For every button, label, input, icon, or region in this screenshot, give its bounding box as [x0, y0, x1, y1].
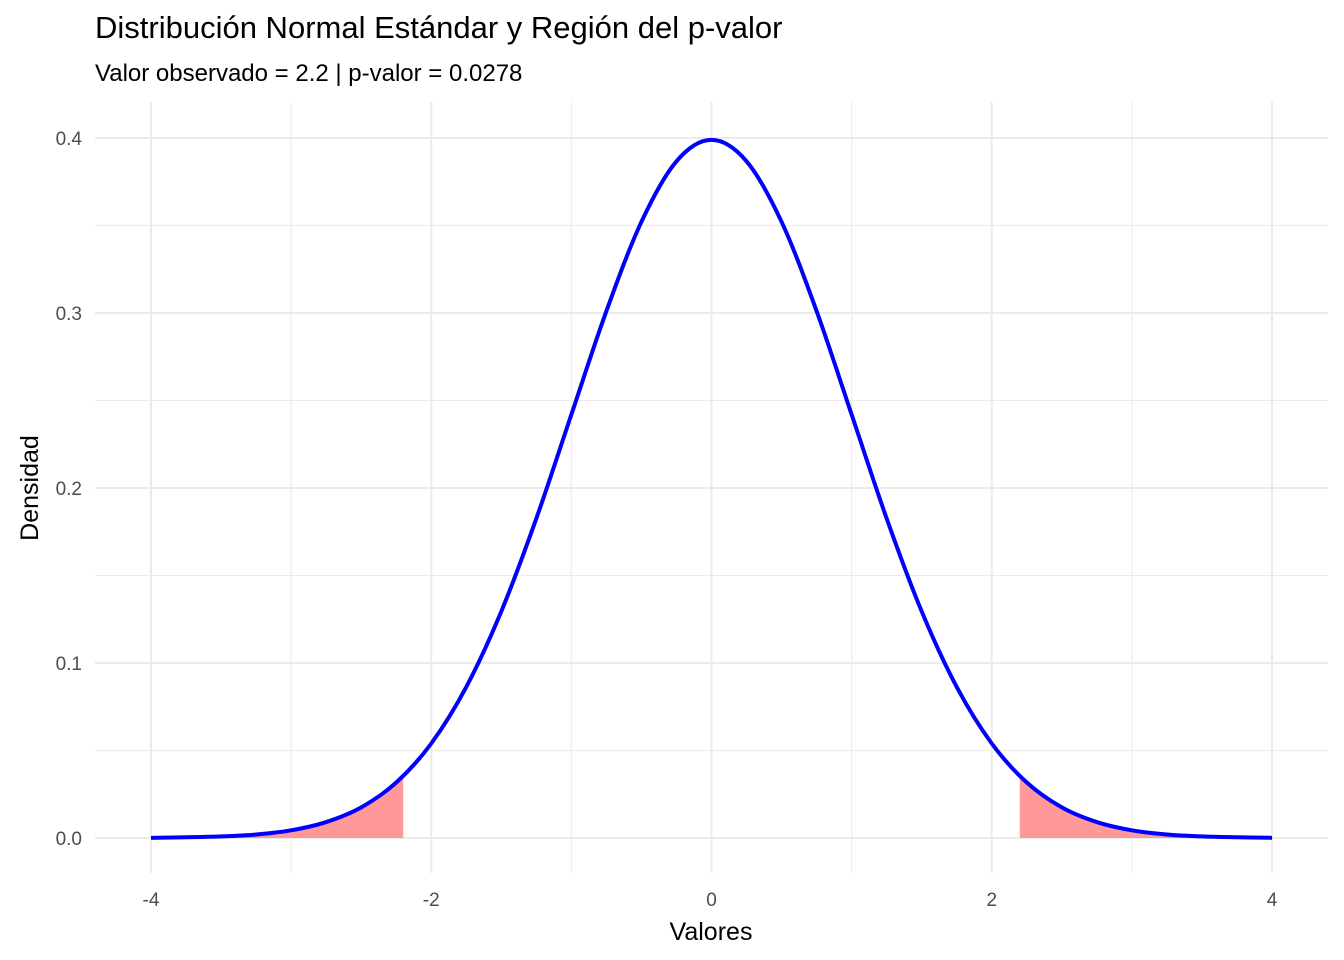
x-tick-label: 0 [706, 890, 717, 911]
y-axis-title: Densidad [16, 435, 44, 541]
density-line [150, 137, 1273, 840]
p-value-area [1019, 775, 1272, 838]
x-tick-label: -2 [423, 890, 440, 911]
p-value-area [151, 775, 404, 838]
y-tick-label: 0.3 [56, 304, 82, 325]
x-tick-label: 2 [986, 890, 997, 911]
y-tick-label: 0.1 [56, 654, 82, 675]
chart-title: Distribución Normal Estándar y Región de… [95, 10, 783, 45]
x-tick-label: 4 [1267, 890, 1278, 911]
density-curve [150, 137, 1273, 840]
y-tick-label: 0.0 [56, 829, 82, 850]
y-tick-labels: 0.0 0.1 0.2 0.3 0.4 [56, 129, 83, 850]
x-tick-labels: -4 -2 0 2 4 [143, 890, 1278, 911]
y-tick-label: 0.2 [56, 479, 82, 500]
x-tick-label: -4 [143, 890, 160, 911]
chart-subtitle: Valor observado = 2.2 | p-valor = 0.0278 [95, 60, 523, 87]
x-axis-title: Valores [670, 918, 753, 946]
major-gridlines [95, 102, 1328, 873]
y-tick-label: 0.4 [56, 129, 83, 150]
p-value-regions [151, 775, 1272, 838]
